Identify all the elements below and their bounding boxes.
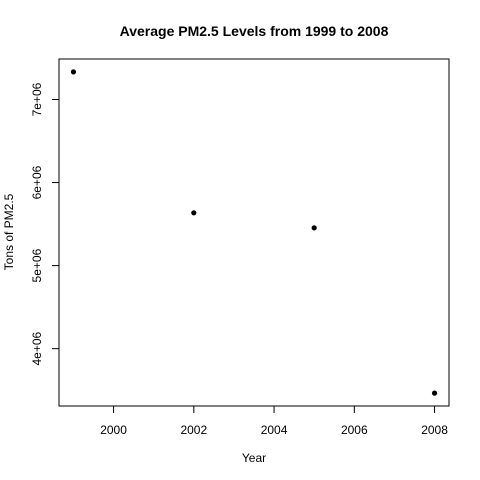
plot-frame — [58, 58, 450, 407]
chart-title: Average PM2.5 Levels from 1999 to 2008 — [120, 23, 389, 39]
x-axis: 2000 2002 2004 2006 2008 — [100, 405, 448, 437]
y-tick-label: 7e+06 — [30, 82, 44, 116]
data-point — [311, 225, 317, 231]
y-tick-label: 4e+06 — [30, 331, 44, 365]
x-tick-label: 2008 — [421, 423, 448, 437]
y-tick-label: 6e+06 — [30, 165, 44, 199]
x-tick-label: 2000 — [100, 423, 127, 437]
x-tick-label: 2006 — [341, 423, 368, 437]
y-axis-label: Tons of PM2.5 — [2, 193, 16, 270]
y-tick-label: 5e+06 — [30, 248, 44, 282]
data-points — [70, 69, 438, 396]
data-point — [70, 69, 77, 75]
x-tick-label: 2002 — [180, 423, 207, 437]
x-axis-label: Year — [242, 451, 266, 465]
data-point — [431, 390, 438, 396]
x-tick-label: 2004 — [261, 423, 288, 437]
y-axis: 4e+06 5e+06 6e+06 7e+06 — [30, 82, 60, 366]
data-point — [191, 210, 197, 216]
